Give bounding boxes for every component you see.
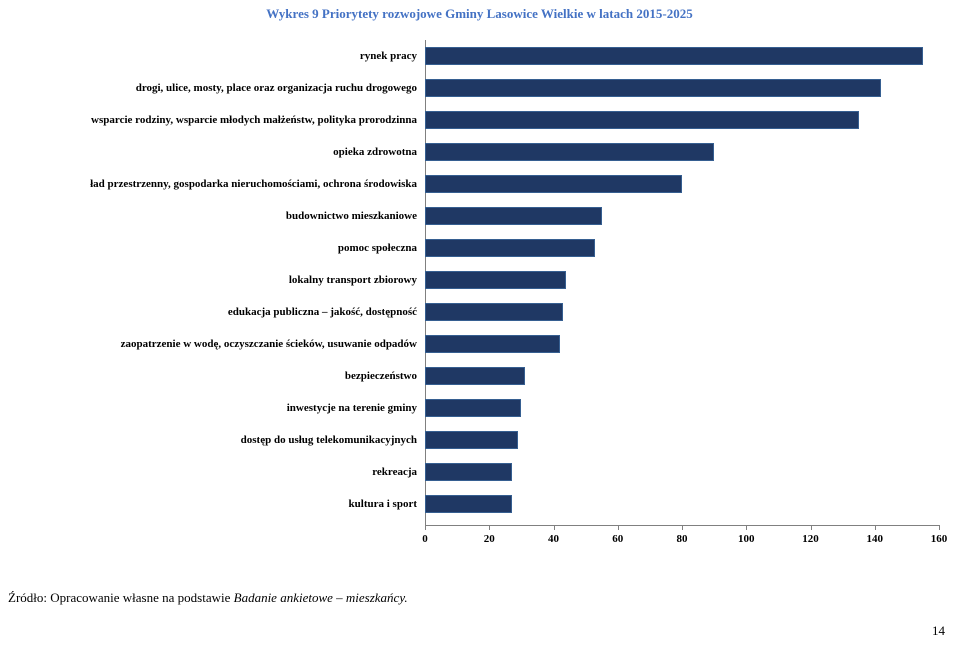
x-tick-label: 40 xyxy=(548,533,559,545)
x-tick-label: 0 xyxy=(422,533,428,545)
bar-row: rekreacja xyxy=(0,456,959,488)
bar-label: opieka zdrowotna xyxy=(0,146,425,158)
bar xyxy=(425,303,563,321)
bar-label: zaopatrzenie w wodę, oczyszczanie ściekó… xyxy=(0,338,425,350)
bar-area xyxy=(425,456,959,488)
source-italic: Badanie ankietowe – mieszkańcy. xyxy=(234,590,408,605)
bar-area xyxy=(425,392,959,424)
x-tick xyxy=(746,525,747,530)
bar xyxy=(425,143,714,161)
bar-row: drogi, ulice, mosty, place oraz organiza… xyxy=(0,72,959,104)
bar-area xyxy=(425,72,959,104)
bar-row: rynek pracy xyxy=(0,40,959,72)
source-prefix: Źródło: Opracowanie własne na podstawie xyxy=(8,590,234,605)
x-tick xyxy=(875,525,876,530)
bar xyxy=(425,463,512,481)
bar-row: lokalny transport zbiorowy xyxy=(0,264,959,296)
bar-row: budownictwo mieszkaniowe xyxy=(0,200,959,232)
bar-row: zaopatrzenie w wodę, oczyszczanie ściekó… xyxy=(0,328,959,360)
bar-row: wsparcie rodziny, wsparcie młodych małże… xyxy=(0,104,959,136)
bar-area xyxy=(425,136,959,168)
bar xyxy=(425,175,682,193)
bar-label: drogi, ulice, mosty, place oraz organiza… xyxy=(0,82,425,94)
bar-area xyxy=(425,168,959,200)
bar-row: bezpieczeństwo xyxy=(0,360,959,392)
x-tick xyxy=(682,525,683,530)
page-number: 14 xyxy=(932,623,945,639)
bar-label: rekreacja xyxy=(0,466,425,478)
bar-area xyxy=(425,296,959,328)
bar-area xyxy=(425,232,959,264)
x-tick xyxy=(618,525,619,530)
x-tick-label: 100 xyxy=(738,533,755,545)
bar xyxy=(425,271,566,289)
bar-label: pomoc społeczna xyxy=(0,242,425,254)
x-tick xyxy=(811,525,812,530)
bar-area xyxy=(425,40,959,72)
bar-row: kultura i sport xyxy=(0,488,959,520)
bar-area xyxy=(425,488,959,520)
bar xyxy=(425,399,521,417)
bar-label: ład przestrzenny, gospodarka nieruchomoś… xyxy=(0,178,425,190)
bar-area xyxy=(425,328,959,360)
bar-label: edukacja publiczna – jakość, dostępność xyxy=(0,306,425,318)
x-tick-label: 140 xyxy=(867,533,884,545)
bar xyxy=(425,207,602,225)
bar-area xyxy=(425,200,959,232)
bar-row: dostęp do usług telekomunikacyjnych xyxy=(0,424,959,456)
bar-area xyxy=(425,104,959,136)
chart-title: Wykres 9 Priorytety rozwojowe Gminy Laso… xyxy=(0,0,959,22)
x-tick xyxy=(554,525,555,530)
bar-label: rynek pracy xyxy=(0,50,425,62)
bar xyxy=(425,239,595,257)
chart-source: Źródło: Opracowanie własne na podstawie … xyxy=(8,590,408,606)
bar-area xyxy=(425,264,959,296)
bar-label: kultura i sport xyxy=(0,498,425,510)
bar xyxy=(425,495,512,513)
bar-area xyxy=(425,360,959,392)
bar-label: inwestycje na terenie gminy xyxy=(0,402,425,414)
bar-label: dostęp do usług telekomunikacyjnych xyxy=(0,434,425,446)
x-tick xyxy=(939,525,940,530)
bar xyxy=(425,47,923,65)
bar-row: inwestycje na terenie gminy xyxy=(0,392,959,424)
bar-row: ład przestrzenny, gospodarka nieruchomoś… xyxy=(0,168,959,200)
bar-label: bezpieczeństwo xyxy=(0,370,425,382)
x-tick-label: 20 xyxy=(484,533,495,545)
bar xyxy=(425,335,560,353)
bar-row: edukacja publiczna – jakość, dostępność xyxy=(0,296,959,328)
x-tick xyxy=(489,525,490,530)
x-tick-label: 160 xyxy=(931,533,948,545)
x-tick-label: 80 xyxy=(677,533,688,545)
bar xyxy=(425,79,881,97)
x-tick xyxy=(425,525,426,530)
bar-row: pomoc społeczna xyxy=(0,232,959,264)
bar-label: lokalny transport zbiorowy xyxy=(0,274,425,286)
bar xyxy=(425,111,859,129)
x-tick-label: 60 xyxy=(612,533,623,545)
bar-label: budownictwo mieszkaniowe xyxy=(0,210,425,222)
bar xyxy=(425,431,518,449)
bar-label: wsparcie rodziny, wsparcie młodych małże… xyxy=(0,114,425,126)
bar-area xyxy=(425,424,959,456)
bar-chart: rynek pracy drogi, ulice, mosty, place or… xyxy=(0,40,959,520)
x-tick-label: 120 xyxy=(802,533,819,545)
bar xyxy=(425,367,525,385)
bar-row: opieka zdrowotna xyxy=(0,136,959,168)
